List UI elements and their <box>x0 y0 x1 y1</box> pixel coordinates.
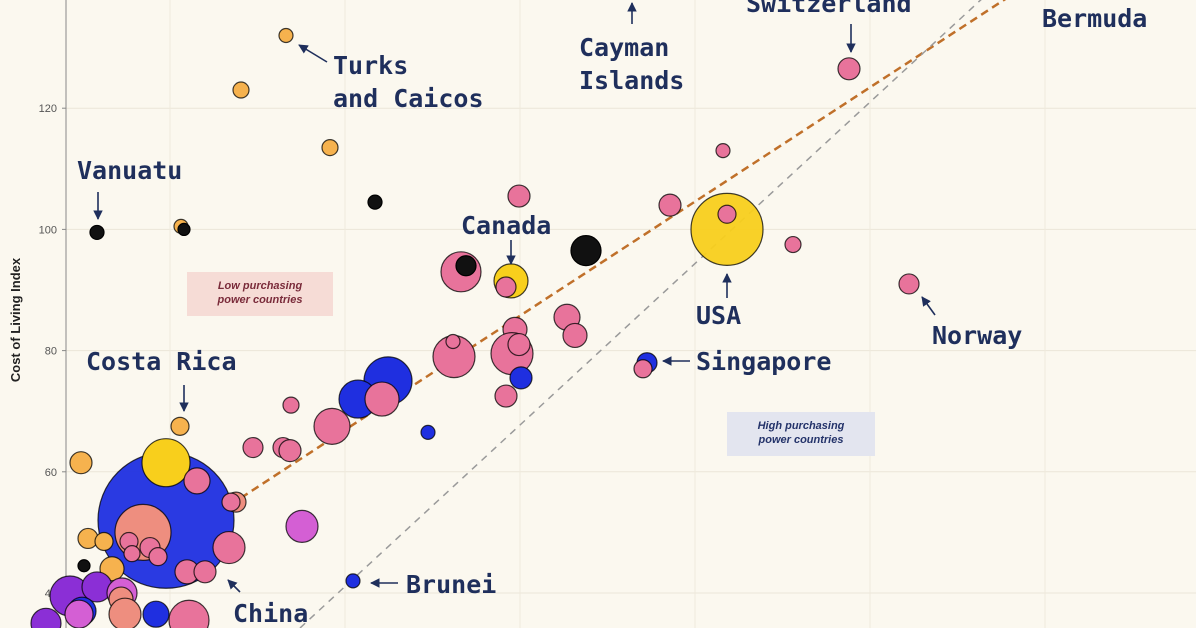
point <box>148 547 168 567</box>
point-costa-rica <box>170 416 190 436</box>
point <box>242 436 264 459</box>
label-usa: USA <box>696 301 741 330</box>
point <box>168 599 210 628</box>
point <box>367 194 383 210</box>
annotation-arrow <box>921 296 936 316</box>
point <box>278 438 302 463</box>
zone-label: Low purchasing <box>218 280 303 292</box>
label-cayman-islands: Cayman <box>579 33 669 62</box>
point <box>212 530 246 565</box>
point <box>494 384 518 408</box>
zone-label: High purchasing <box>758 420 845 432</box>
label-china: China <box>233 599 308 628</box>
point <box>364 381 400 417</box>
y-tick-label: 100 <box>39 224 57 236</box>
point <box>177 222 191 236</box>
y-tick-label: 120 <box>39 103 57 115</box>
point-norway <box>898 273 920 295</box>
point <box>717 204 737 224</box>
point <box>570 235 602 267</box>
zone-box-0 <box>187 272 333 316</box>
point <box>495 276 517 298</box>
label-bermuda: Bermuda <box>1042 4 1147 33</box>
point <box>69 451 93 475</box>
label-switzerland: Switzerland <box>746 0 912 18</box>
point <box>183 467 211 495</box>
point <box>142 600 170 628</box>
label-turks-and-caicos: Turks <box>333 51 408 80</box>
point <box>420 424 436 441</box>
data-points <box>30 27 920 628</box>
point <box>123 545 141 563</box>
point <box>509 366 533 390</box>
point <box>784 235 802 254</box>
point <box>94 531 114 552</box>
y-axis: 406080100120Cost of Living Index <box>8 0 67 628</box>
label-costa-rica: Costa Rica <box>86 347 237 376</box>
point-brunei <box>345 573 361 589</box>
annotations: Switzerland Bermuda Cayman Islands Turks and … <box>77 0 1147 628</box>
zone-box-1 <box>727 412 875 456</box>
point <box>221 492 241 512</box>
point <box>77 559 91 573</box>
purchasing-power-zones: Low purchasing power countries High purcha… <box>187 272 875 456</box>
point-vanuatu <box>89 224 105 241</box>
point <box>562 322 588 349</box>
point <box>313 407 351 445</box>
label-canada: Canada <box>461 211 551 240</box>
zone-label: power countries <box>758 434 844 446</box>
point <box>30 607 62 628</box>
y-axis-title: Cost of Living Index <box>8 257 23 382</box>
point <box>658 193 682 217</box>
point <box>285 509 319 543</box>
point <box>455 255 477 277</box>
label-brunei: Brunei <box>406 570 496 599</box>
point <box>633 359 653 379</box>
point <box>445 333 461 350</box>
point-usa <box>690 192 764 266</box>
gridlines <box>66 0 1196 628</box>
point-turks-and-caicos <box>278 27 294 44</box>
zone-label: power countries <box>217 294 303 306</box>
y-tick-label: 80 <box>45 346 57 358</box>
point <box>64 599 94 628</box>
point <box>141 438 191 488</box>
label-norway: Norway <box>932 321 1022 350</box>
label-turks-and-caicos: and Caicos <box>333 84 484 113</box>
label-cayman-islands: Islands <box>579 66 684 95</box>
label-vanuatu: Vanuatu <box>77 156 182 185</box>
point <box>321 138 339 157</box>
point <box>507 184 531 208</box>
annotation-arrow <box>227 579 241 593</box>
point-switzerland <box>837 57 861 81</box>
point <box>108 597 142 628</box>
annotation-arrow <box>298 44 328 63</box>
label-singapore: Singapore <box>696 347 831 376</box>
point <box>715 143 731 159</box>
point <box>282 396 300 414</box>
y-tick-label: 60 <box>45 467 57 479</box>
point <box>507 332 531 357</box>
point <box>193 560 217 584</box>
point <box>232 81 250 99</box>
